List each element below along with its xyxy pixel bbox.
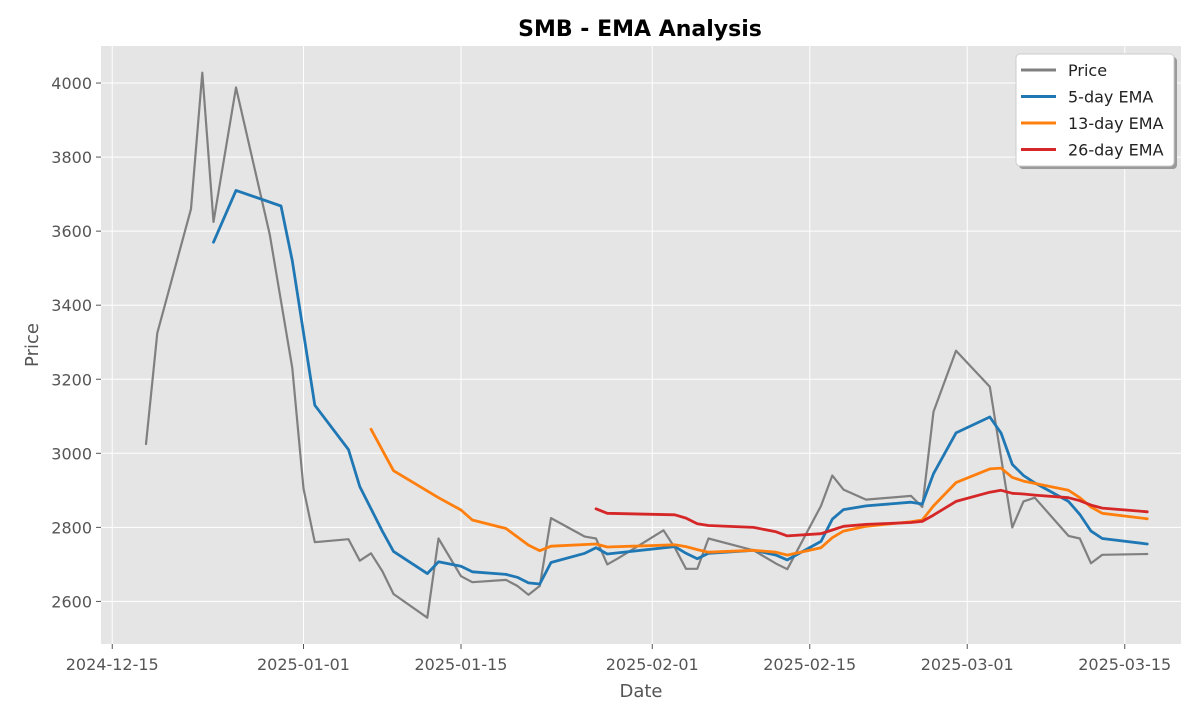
legend-label: 13-day EMA [1068, 114, 1164, 133]
legend: Price 5-day EMA 13-day EMA 26-day EMA [1015, 53, 1177, 169]
y-tick-label: 3000 [51, 444, 92, 463]
legend-label: Price [1068, 61, 1107, 80]
y-tick-label: 3600 [51, 222, 92, 241]
x-tick-label: 2025-02-01 [606, 655, 699, 674]
y-tick-label: 3400 [51, 296, 92, 315]
series-layer [144, 71, 1149, 619]
x-tick-label: 2025-02-15 [763, 655, 856, 674]
x-axis-label: Date [619, 681, 662, 702]
y-tick-label: 2600 [51, 592, 92, 611]
y-tick-label: 3800 [51, 148, 92, 167]
chart-title: SMB - EMA Analysis [518, 17, 762, 42]
x-tick-label: 2025-01-01 [257, 655, 350, 674]
y-axis-ticks: 2600 2800 3000 3200 3400 3600 3800 4000 [51, 74, 101, 611]
legend-box [1015, 53, 1175, 167]
legend-label: 26-day EMA [1068, 141, 1164, 160]
y-tick-label: 2800 [51, 518, 92, 537]
series-line-price [144, 71, 1149, 619]
series-line-26-day-ema [594, 488, 1149, 538]
x-axis-ticks: 2024-12-15 2025-01-01 2025-01-15 2025-02-01… [66, 644, 1171, 674]
series-line-5-day-ema [212, 188, 1149, 586]
y-tick-label: 4000 [51, 74, 92, 93]
y-axis-label: Price [22, 323, 43, 367]
x-tick-label: 2024-12-15 [66, 655, 159, 674]
series-line-13-day-ema [369, 427, 1149, 557]
y-tick-label: 3200 [51, 370, 92, 389]
x-tick-label: 2025-01-15 [415, 655, 508, 674]
legend-label: 5-day EMA [1068, 88, 1153, 107]
x-tick-label: 2025-03-01 [921, 655, 1014, 674]
x-tick-label: 2025-03-15 [1078, 655, 1171, 674]
